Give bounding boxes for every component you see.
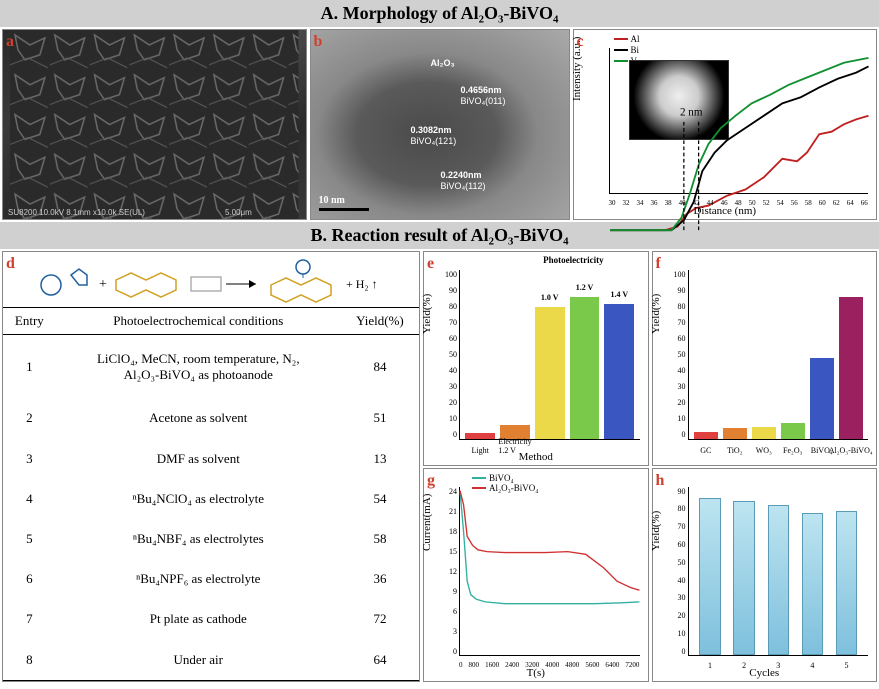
table-row: 7Pt plate as cathode72 [3, 599, 419, 639]
bar: BiVO₄ [810, 358, 834, 439]
panel-e-label: e [427, 255, 434, 273]
panel-c-xlabel: Distance (nm) [693, 205, 756, 217]
bar: Electricity1.2 V [500, 425, 530, 438]
panel-d-label: d [6, 255, 15, 273]
bar: 1.2 V [570, 297, 600, 439]
table-header: Entry [3, 308, 56, 335]
panel-g-xticks: 080016002400320040004800560064007200 [459, 661, 640, 669]
bar: 2 [733, 501, 755, 655]
panel-g-label: g [427, 472, 435, 490]
tem-image: Al₂O₃ 0.4656nmBiVO₄(011)0.3082nmBiVO₄(121… [311, 30, 569, 219]
right-column: e Yield(%) 0102030405060708090100 Photoe… [423, 251, 877, 682]
panel-g-yticks: 03691215182124 [442, 487, 457, 657]
table-row: 1LiClO₄, MeCN, room temperature, N₂,Al₂O… [3, 335, 419, 399]
conditions-table: EntryPhotoelectrochemical conditionsYiel… [3, 307, 419, 681]
panel-b: b Al₂O₃ 0.4656nmBiVO₄(011)0.3082nmBiVO₄(1… [310, 29, 570, 220]
panel-c-chart: 2 nm [609, 48, 869, 194]
bar: 5 [836, 511, 858, 655]
table-header: Photoelectrochemical conditions [56, 308, 341, 335]
bar: WO₃ [752, 427, 776, 439]
panel-e-xlabel: Method [519, 451, 553, 463]
panel-h-chart: 12345 [688, 487, 869, 657]
bar: GC [694, 432, 718, 439]
panel-f: f Yield(%) 0102030405060708090100 GC TiO₂… [652, 251, 878, 466]
panel-e-ylabel: Yield(%) [421, 294, 433, 334]
panel-h-xlabel: Cycles [749, 667, 779, 679]
panel-g-chart [459, 487, 640, 657]
reaction-scheme: + + H₂ ↑ [3, 252, 419, 307]
panel-a: a SU8200 10.0kV 8.1mm x10.0k SE(UL) 5.00… [2, 29, 307, 220]
tem-scale-bar: 10 nm [319, 195, 369, 211]
svg-text:+: + [99, 277, 107, 292]
panel-e-bars: Light Electricity1.2 V 1.0 V1.2 V1.4 V [460, 270, 640, 439]
sem-caption-text: SU8200 10.0kV 8.1mm x10.0k SE(UL) [8, 208, 145, 217]
sem-image: SU8200 10.0kV 8.1mm x10.0k SE(UL) 5.00μm [3, 30, 306, 219]
panel-g-xlabel: T(s) [527, 667, 545, 679]
bar: 3 [768, 505, 790, 655]
panel-b-label: b [314, 33, 323, 51]
bar: 4 [802, 513, 824, 655]
bar: 1 [699, 498, 721, 655]
panel-e: e Yield(%) 0102030405060708090100 Photoe… [423, 251, 649, 466]
scheme-svg: + + H₂ ↑ [21, 255, 401, 305]
panel-f-yticks: 0102030405060708090100 [671, 270, 686, 440]
panel-h-bars: 12345 [689, 487, 869, 656]
tem-annotation: Al₂O₃ [431, 58, 455, 69]
panel-h-ylabel: Yield(%) [650, 510, 662, 550]
panel-g-svg [460, 487, 639, 626]
svg-text:+ H₂ ↑: + H₂ ↑ [346, 277, 378, 291]
panel-c-label: c [577, 33, 584, 51]
row-a: a SU8200 10.0kV 8.1mm x10.0k SE(UL) 5.00… [0, 27, 879, 222]
row-b: d + + H₂ ↑ EntryPhotoelectrochemical con… [0, 249, 879, 684]
tem-annotation: 0.4656nmBiVO₄(011) [461, 85, 506, 107]
bar: TiO₂ [723, 428, 747, 438]
panel-h: h Yield(%) 0102030405060708090 12345 Cyc… [652, 468, 878, 683]
legend-item: BiVO₄ [472, 473, 538, 483]
panel-e-chart: Photoelectricity LightElectricity1.2 V1.… [459, 270, 640, 440]
sem-caption: SU8200 10.0kV 8.1mm x10.0k SE(UL) 5.00μm [8, 208, 252, 217]
tem-annotation: 0.3082nmBiVO₄(121) [411, 125, 457, 147]
panel-e-yticks: 0102030405060708090100 [442, 270, 457, 440]
panel-e-toplabel: Photoelectricity [543, 255, 603, 265]
table-row: 5ⁿBu₄NBF₄ as electrolytes58 [3, 519, 419, 559]
bar: 1.4 V [604, 304, 634, 439]
bar: 1.0 V [535, 307, 565, 438]
panel-h-label: h [656, 472, 665, 490]
panel-c-marker: 2 nm [680, 107, 703, 119]
panel-c: c AlBiV Intensity (a.u.) 2 nm 3032343638… [573, 29, 878, 220]
section-a-header: A. Morphology of Al₂O₃-BiVO₄ [0, 0, 879, 27]
panel-f-bars: GC TiO₂ WO₃ Fe₂O₃ BiVO₄Al₂O₃-BiVO₄ [689, 270, 869, 439]
sem-scale: 5.00μm [225, 208, 252, 217]
tem-annotation: 0.2240nmBiVO₄(112) [441, 170, 486, 192]
table-row: 6ⁿBu₄NPF₆ as electrolyte36 [3, 559, 419, 599]
panel-f-chart: GC TiO₂ WO₃ Fe₂O₃ BiVO₄Al₂O₃-BiVO₄ [688, 270, 869, 440]
panel-f-ylabel: Yield(%) [650, 294, 662, 334]
table-row: 3DMF as solvent13 [3, 439, 419, 479]
panel-d: d + + H₂ ↑ EntryPhotoelectrochemical con… [2, 251, 420, 682]
table-row: 8Under air64 [3, 640, 419, 681]
panel-g: g BiVO₄Al₂O₃-BiVO₄ Current(mA) 036912151… [423, 468, 649, 683]
panel-h-yticks: 0102030405060708090 [671, 487, 686, 657]
panel-f-label: f [656, 255, 661, 273]
bar: Light [465, 433, 495, 438]
sem-texture [3, 30, 306, 219]
bar: Al₂O₃-BiVO₄ [839, 297, 863, 439]
panel-a-label: a [6, 33, 14, 51]
table-header: Yield(%) [341, 308, 419, 335]
table-row: 4ⁿBu₄NClO₄ as electrolyte54 [3, 479, 419, 519]
panel-g-ylabel: Current(mA) [421, 493, 433, 550]
table-row: 2Acetone as solvent51 [3, 398, 419, 438]
legend-item: Al [614, 34, 640, 45]
bar: Fe₂O₃ [781, 423, 805, 438]
